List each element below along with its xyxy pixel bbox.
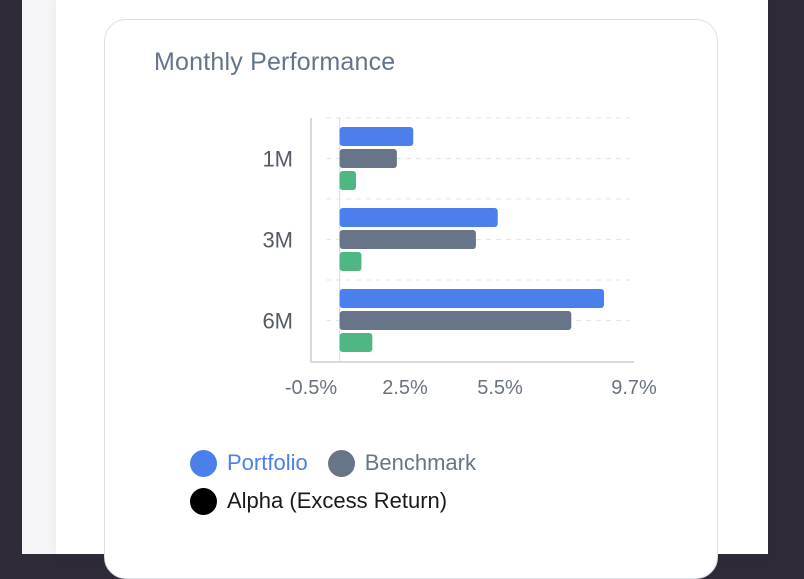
performance-chart: 1M 3M 6M -0.5% 2.5% 5.5% 9.7% bbox=[262, 117, 657, 399]
bar-portfolio-3M[interactable] bbox=[339, 208, 498, 227]
bar-alpha-1M[interactable] bbox=[339, 171, 356, 190]
bar-benchmark-3M[interactable] bbox=[339, 230, 476, 249]
x-tick-labels: -0.5% 2.5% 5.5% 9.7% bbox=[285, 377, 657, 399]
x-tick-label: -0.5% bbox=[285, 377, 337, 399]
bar-portfolio-1M[interactable] bbox=[339, 127, 414, 146]
legend-swatch-alpha bbox=[190, 487, 217, 515]
bar-benchmark-6M[interactable] bbox=[339, 311, 572, 330]
legend-row: Alpha (Excess Return) bbox=[190, 484, 610, 518]
category-label: 1M bbox=[262, 147, 293, 172]
category-label: 3M bbox=[262, 228, 293, 253]
bars bbox=[339, 127, 605, 352]
bar-alpha-3M[interactable] bbox=[339, 252, 362, 271]
legend-swatch-benchmark bbox=[327, 449, 355, 477]
x-tick-label: 2.5% bbox=[382, 377, 428, 399]
bar-benchmark-1M[interactable] bbox=[339, 149, 397, 168]
legend-swatch-portfolio bbox=[190, 449, 217, 477]
legend-item-portfolio[interactable]: Portfolio bbox=[190, 449, 308, 477]
x-tick-label: 9.7% bbox=[611, 377, 657, 399]
legend-label-portfolio: Portfolio bbox=[227, 450, 308, 475]
legend-label-alpha: Alpha (Excess Return) bbox=[227, 488, 448, 513]
category-labels: 1M 3M 6M bbox=[262, 147, 293, 334]
bar-portfolio-6M[interactable] bbox=[339, 289, 605, 308]
legend-item-benchmark[interactable]: Benchmark bbox=[327, 449, 476, 477]
legend-row: Portfolio Benchmark bbox=[190, 446, 610, 480]
category-label: 6M bbox=[262, 309, 293, 334]
bar-alpha-6M[interactable] bbox=[339, 333, 373, 352]
x-tick-label: 5.5% bbox=[477, 377, 523, 399]
card-title: Monthly Performance bbox=[154, 48, 396, 76]
legend-label-benchmark: Benchmark bbox=[364, 450, 476, 475]
legend-item-alpha[interactable]: Alpha (Excess Return) bbox=[190, 487, 448, 515]
chart-legend: Portfolio Benchmark Alpha (Excess Return… bbox=[190, 446, 610, 522]
